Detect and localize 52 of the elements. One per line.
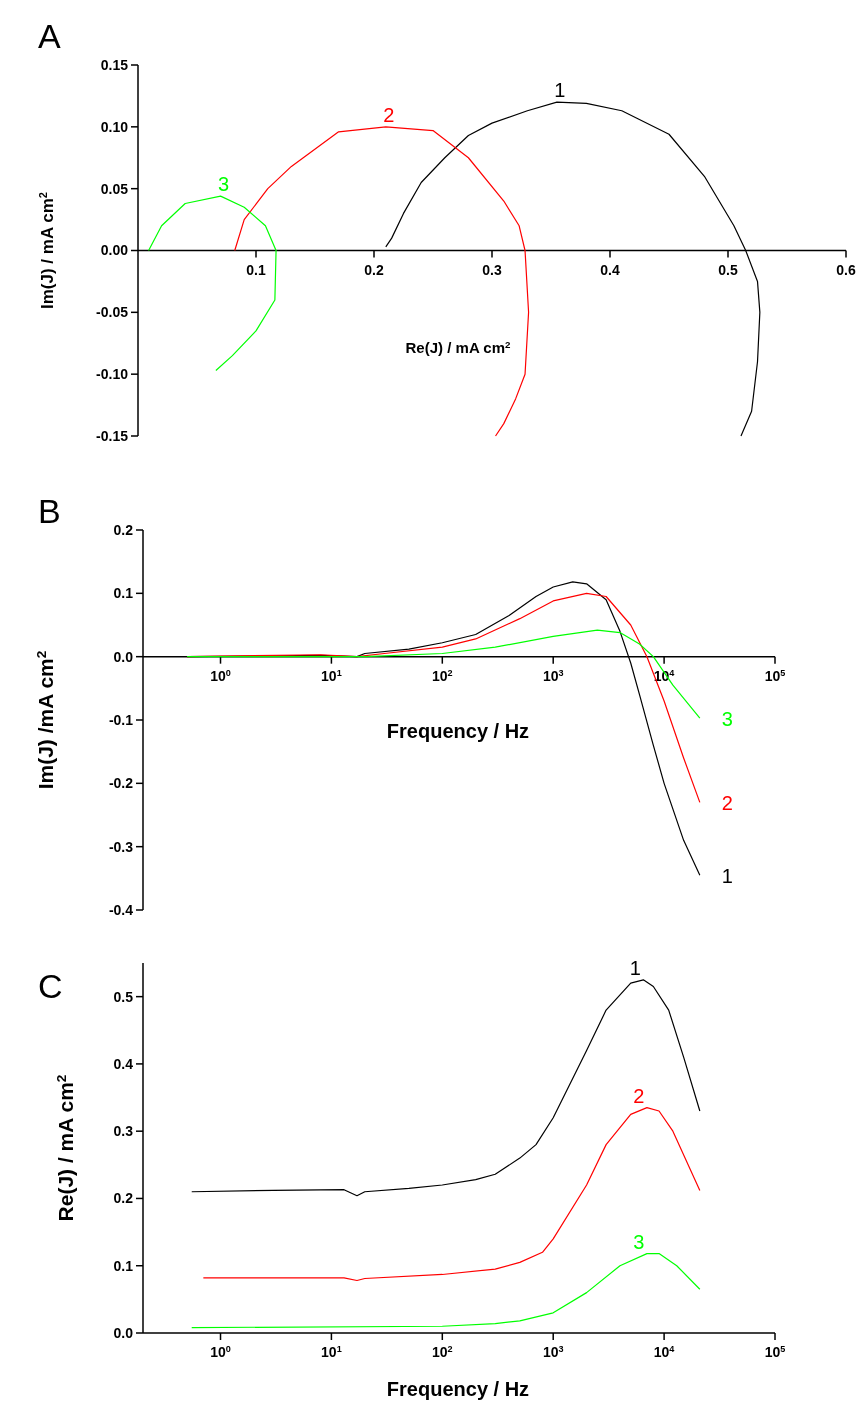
series-label: 1: [721, 865, 733, 888]
y-tick-label: 0.5: [113, 988, 134, 1005]
chart-title: A: [38, 17, 61, 55]
chart-title: C: [38, 967, 63, 1005]
x-tick-label: 0.2: [364, 261, 384, 278]
y-tick-label: 0.1: [113, 1257, 134, 1274]
y-tick-label: -0.1: [108, 711, 134, 728]
y-tick-label: 0.15: [100, 56, 129, 73]
x-tick-label: 10$^{0}$: [210, 1344, 231, 1360]
x-axis-title: Re(J) / mA cm$^{2}$: [405, 338, 512, 356]
chart-title: B: [38, 492, 61, 530]
x-tick-label: 10$^{2}$: [431, 667, 453, 684]
x-tick-label: 10$^{5}$: [764, 1344, 786, 1360]
series-label: 1: [554, 79, 566, 102]
y-tick-label: -0.2: [108, 775, 134, 792]
x-tick-label: 10$^{5}$: [764, 667, 786, 684]
x-tick-label: 10$^{3}$: [542, 667, 564, 684]
series-label: 3: [721, 708, 733, 731]
y-tick-label: 0.2: [113, 1190, 134, 1207]
x-tick-label: 10$^{4}$: [653, 1344, 676, 1360]
y-tick-label: 0.05: [100, 180, 129, 197]
y-tick-label: 0.3: [113, 1123, 134, 1140]
series-label: 1: [629, 956, 641, 979]
y-tick-label: 0.10: [100, 118, 129, 135]
y-tick-label: 0.1: [113, 585, 134, 602]
y-tick-label: -0.3: [108, 838, 134, 855]
series-label: 2: [383, 103, 395, 126]
y-tick-label: 0.0: [113, 648, 134, 665]
x-tick-label: 0.6: [836, 261, 856, 278]
x-tick-label: 10$^{1}$: [321, 667, 342, 684]
series-label: 3: [218, 173, 230, 196]
x-tick-label: 0.5: [718, 261, 738, 278]
x-tick-label: 0.3: [482, 261, 502, 278]
x-tick-label: 10$^{3}$: [542, 1344, 564, 1360]
y-tick-label: -0.10: [96, 366, 129, 383]
series-label: 2: [721, 792, 733, 815]
x-axis-title: Frequency / Hz: [386, 720, 530, 742]
x-tick-label: 10$^{2}$: [431, 1344, 453, 1360]
series-label: 3: [633, 1230, 645, 1253]
y-tick-label: 0.4: [113, 1055, 134, 1072]
y-tick-label: 0.00: [100, 242, 129, 259]
series-label: 2: [633, 1084, 645, 1107]
x-tick-label: 10$^{0}$: [210, 667, 231, 684]
x-tick-label: 0.4: [600, 261, 620, 278]
y-tick-label: 0.0: [113, 1324, 134, 1341]
x-axis-title: Frequency / Hz: [386, 1378, 530, 1400]
y-tick-label: -0.4: [108, 901, 134, 918]
x-tick-label: 0.1: [246, 261, 266, 278]
x-tick-label: 10$^{1}$: [321, 1344, 342, 1360]
y-tick-label: -0.15: [96, 427, 129, 444]
y-tick-label: 0.2: [113, 521, 134, 538]
y-tick-label: -0.05: [96, 304, 129, 321]
